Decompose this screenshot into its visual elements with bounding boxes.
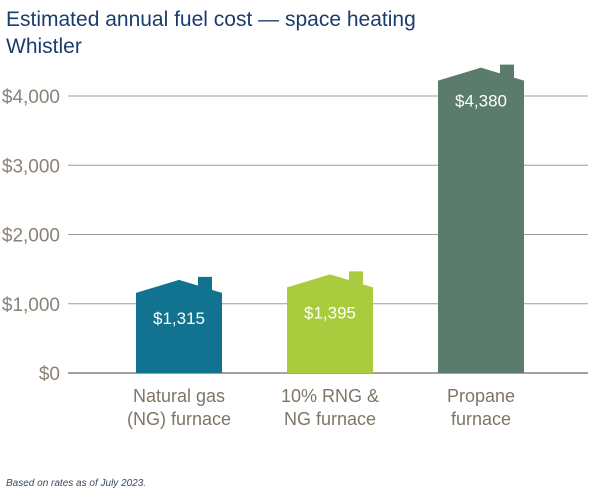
footnote: Based on rates as of July 2023.: [6, 478, 147, 489]
bar-chart: $0 $1,000 $2,000 $3,000 $4,000 $1,315 Natural …: [2, 64, 588, 429]
bar: [287, 271, 373, 373]
y-tick-label: $1,000: [2, 295, 60, 316]
x-category-label: furnace: [451, 409, 511, 429]
chart-subtitle: Whistler: [6, 35, 82, 58]
x-category-label: Propane: [447, 386, 515, 406]
y-tick-label: $4,000: [2, 87, 60, 108]
bar: [438, 64, 524, 373]
chart-title: Estimated annual fuel cost — space heati…: [6, 6, 416, 60]
bar: [136, 276, 222, 373]
x-category-label: (NG) furnace: [127, 409, 231, 429]
x-category-label: 10% RNG &: [281, 386, 379, 406]
y-tick-label: $3,000: [2, 156, 60, 177]
chart-title-text: Estimated annual fuel cost — space heati…: [6, 8, 416, 31]
bar-value-label: $1,315: [153, 309, 205, 328]
x-category-label: Natural gas: [133, 386, 225, 406]
bar-value-label: $4,380: [455, 92, 507, 111]
x-category-label: NG furnace: [284, 409, 376, 429]
y-tick-label: $2,000: [2, 226, 60, 247]
bar-value-label: $1,395: [304, 303, 356, 322]
y-tick-label: $0: [39, 364, 60, 385]
